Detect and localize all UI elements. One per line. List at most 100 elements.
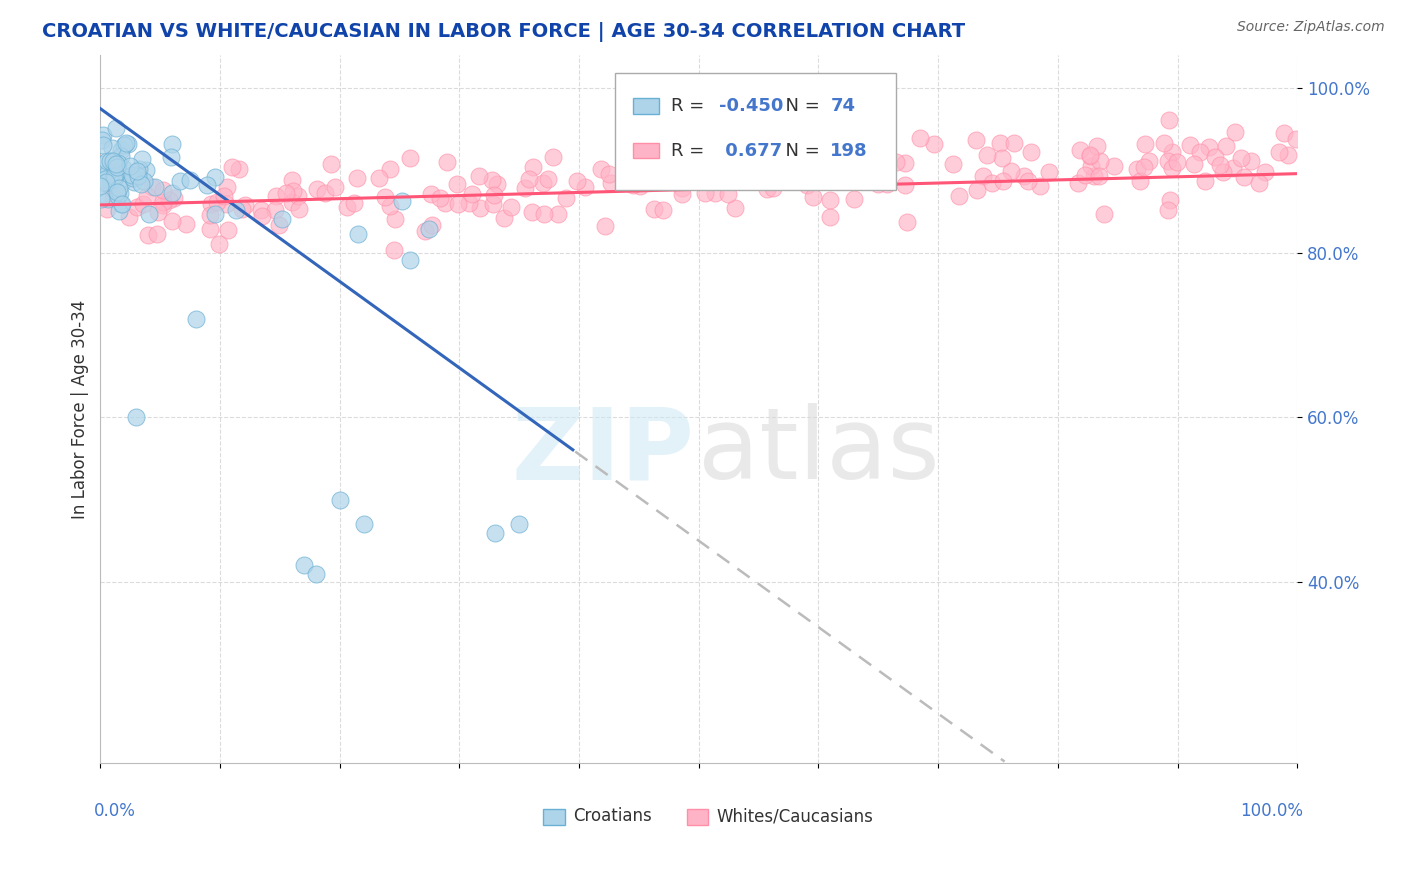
Point	[200, 196, 222, 211]
Point	[221, 160, 243, 174]
Point	[160, 150, 183, 164]
Point	[152, 183, 174, 197]
Point	[567, 174, 589, 188]
Point	[860, 167, 883, 181]
Point	[97, 165, 120, 179]
Point	[541, 150, 564, 164]
Point	[531, 176, 554, 190]
Point	[1126, 161, 1149, 176]
Point	[276, 186, 298, 201]
Point	[198, 208, 221, 222]
Point	[131, 197, 153, 211]
Point	[818, 193, 841, 207]
Point	[1153, 136, 1175, 150]
Point	[1285, 131, 1308, 145]
Point	[91, 138, 114, 153]
Point	[105, 120, 128, 135]
Point	[96, 202, 118, 217]
Point	[818, 210, 841, 224]
FancyBboxPatch shape	[614, 73, 896, 190]
Point	[457, 196, 479, 211]
Text: N =: N =	[775, 142, 825, 160]
Text: 0.0%: 0.0%	[94, 802, 136, 820]
Point	[1180, 137, 1202, 152]
Bar	[633, 143, 659, 159]
Point	[382, 243, 405, 257]
Point	[283, 184, 305, 198]
Point	[1222, 161, 1244, 175]
Point	[100, 141, 122, 155]
Point	[1240, 154, 1263, 169]
Point	[1038, 164, 1060, 178]
Point	[374, 189, 396, 203]
Point	[353, 517, 375, 532]
Point	[128, 162, 150, 177]
Point	[842, 119, 865, 133]
Point	[264, 188, 287, 202]
Point	[482, 188, 505, 202]
Point	[1002, 136, 1025, 150]
Point	[100, 175, 122, 189]
Point	[801, 190, 824, 204]
Point	[103, 159, 125, 173]
Point	[517, 172, 540, 186]
Point	[842, 192, 865, 206]
Point	[89, 179, 111, 194]
Point	[671, 181, 693, 195]
Point	[367, 171, 389, 186]
Point	[134, 174, 156, 188]
Point	[131, 153, 153, 167]
Point	[1160, 193, 1182, 207]
Point	[908, 131, 931, 145]
Text: 198: 198	[831, 142, 868, 160]
Point	[217, 223, 239, 237]
Point	[110, 149, 132, 163]
Point	[384, 211, 406, 226]
Point	[803, 162, 825, 177]
Point	[145, 227, 167, 242]
Point	[323, 179, 346, 194]
Point	[520, 205, 543, 219]
Point	[948, 188, 970, 202]
Point	[643, 202, 665, 216]
Point	[169, 174, 191, 188]
Point	[730, 148, 752, 162]
Point	[1090, 154, 1112, 169]
Point	[1208, 158, 1230, 172]
Point	[806, 158, 828, 172]
Point	[398, 151, 420, 165]
Point	[307, 182, 329, 196]
Point	[941, 157, 963, 171]
Point	[742, 171, 765, 186]
Point	[1166, 154, 1188, 169]
Point	[420, 218, 443, 232]
Point	[319, 157, 342, 171]
Point	[1277, 147, 1299, 161]
Point	[1129, 174, 1152, 188]
Point	[250, 202, 273, 217]
Point	[101, 191, 124, 205]
Point	[1272, 126, 1295, 140]
Point	[1188, 145, 1211, 160]
Point	[574, 180, 596, 194]
Point	[287, 188, 309, 202]
Point	[110, 197, 132, 211]
Point	[96, 192, 118, 206]
Point	[107, 181, 129, 195]
Point	[1204, 150, 1226, 164]
Point	[108, 186, 131, 201]
Point	[1000, 164, 1022, 178]
Point	[343, 196, 366, 211]
Point	[862, 164, 884, 178]
Point	[638, 159, 661, 173]
Point	[100, 180, 122, 194]
Point	[267, 219, 290, 233]
Point	[600, 177, 623, 191]
Point	[208, 236, 231, 251]
Point	[103, 153, 125, 168]
Point	[738, 160, 761, 174]
Point	[103, 169, 125, 183]
Point	[482, 197, 505, 211]
Point	[522, 160, 544, 174]
Point	[922, 136, 945, 151]
